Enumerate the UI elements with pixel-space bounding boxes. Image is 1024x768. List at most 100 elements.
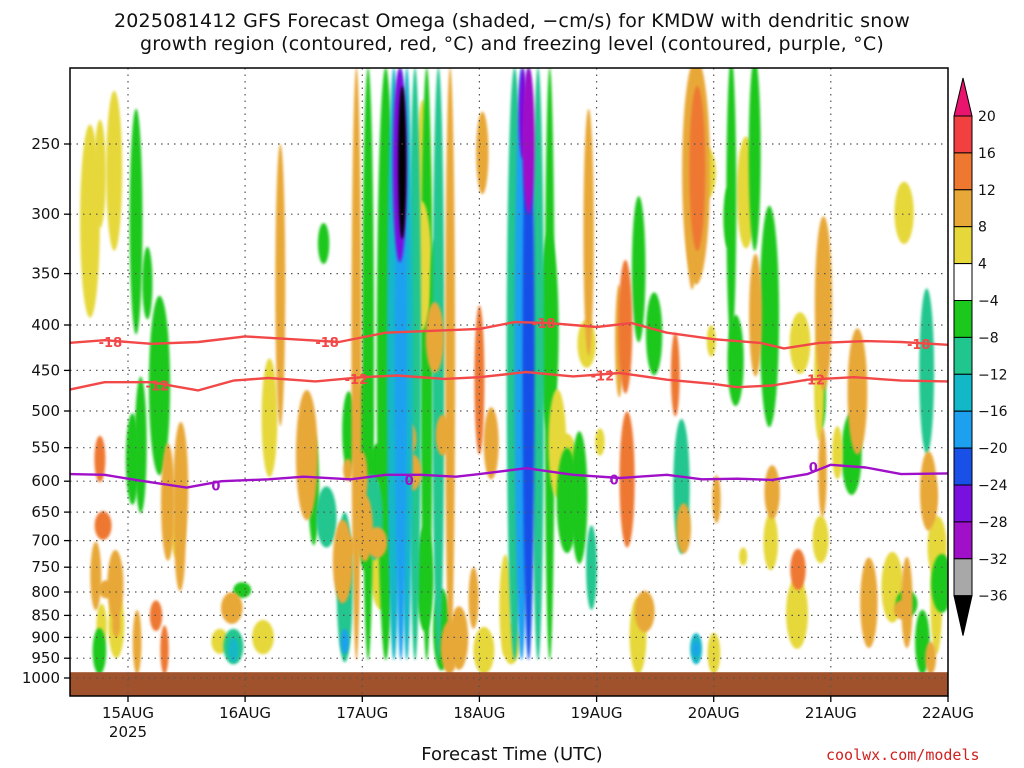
- omega-cell: [409, 68, 421, 661]
- omega-cell: [340, 628, 349, 655]
- omega-cell: [161, 443, 175, 561]
- y-tick-label: 500: [31, 402, 60, 420]
- colorbar-label: −20: [978, 441, 1008, 457]
- contour-lines: -18 -18 -18 -18 -12 -12 -12 -12 0 0 0 0: [70, 317, 948, 495]
- contour-label: -12: [802, 374, 826, 389]
- y-tick-label: 550: [31, 439, 60, 457]
- colorbar-segment: [953, 336, 973, 375]
- omega-cell: [931, 554, 948, 613]
- colorbar-segment: [953, 263, 973, 302]
- contour-line: [70, 320, 948, 350]
- omega-cell: [832, 426, 843, 480]
- omega-cell: [221, 592, 243, 624]
- omega-cell: [440, 621, 458, 675]
- y-tick-label: 700: [31, 532, 60, 550]
- colorbar-label: 16: [978, 146, 996, 162]
- omega-cell: [107, 550, 124, 620]
- chart-title-line-2: growth region (contoured, red, °C) and f…: [140, 33, 884, 55]
- colorbar-label: 4: [978, 257, 987, 273]
- omega-cell: [160, 625, 169, 675]
- omega-cell: [922, 469, 938, 525]
- colorbar-label: 12: [978, 183, 996, 199]
- omega-cell: [134, 376, 147, 514]
- omega-cell: [148, 295, 171, 476]
- omega-cell: [818, 427, 827, 518]
- colorbar-segment: [953, 115, 973, 154]
- x-tick-label: 20AUG: [688, 704, 740, 722]
- omega-cell: [112, 610, 121, 638]
- omega-cell: [142, 246, 153, 320]
- omega-cell: [425, 302, 444, 373]
- x-tick-label: 22AUG: [922, 704, 974, 722]
- x-tick-label: 16AUG: [219, 704, 271, 722]
- omega-cell: [106, 90, 123, 251]
- omega-cell: [556, 447, 578, 554]
- omega-cell: [748, 68, 761, 251]
- omega-cell: [618, 259, 633, 394]
- x-tick-label: 21AUG: [805, 704, 857, 722]
- y-tick-label: 450: [31, 361, 60, 379]
- contour-line: [70, 370, 948, 392]
- omega-cell: [812, 515, 829, 564]
- omega-cell: [583, 108, 594, 356]
- omega-cell: [631, 196, 646, 343]
- contour-line: [70, 463, 948, 489]
- colorbar-label: 8: [978, 220, 987, 236]
- omega-cell: [316, 486, 337, 548]
- omega-cell: [693, 641, 700, 657]
- omega-cell: [261, 358, 278, 478]
- omega-cell: [539, 232, 559, 431]
- contour-label: -12: [591, 370, 615, 385]
- omega-cell: [847, 328, 868, 455]
- contour-label: -12: [345, 373, 369, 388]
- omega-cell: [445, 68, 456, 661]
- omega-cell: [174, 488, 186, 591]
- colorbar-segment: [953, 226, 973, 265]
- colorbar: 20 16 12 8 4 −4 −8 −12 −16 −20 −24 −28 −32 −36: [953, 77, 1008, 636]
- y-tick-label: 750: [31, 558, 60, 576]
- y-tick-label: 350: [31, 265, 60, 283]
- contour-label: -18: [907, 338, 931, 353]
- y-tick-label: 250: [31, 135, 60, 153]
- omega-cell: [790, 548, 806, 591]
- contour-label: 0: [211, 480, 220, 495]
- omega-cell: [634, 590, 655, 633]
- omega-cell: [483, 407, 499, 480]
- omega-cell: [476, 111, 489, 195]
- omega-cell: [343, 458, 353, 482]
- omega-cell: [894, 181, 914, 244]
- y-tick-label: 850: [31, 606, 60, 624]
- omega-cell: [670, 332, 680, 417]
- omega-cell: [468, 567, 479, 629]
- x-axis-label: Forecast Time (UTC): [421, 744, 603, 765]
- site-credit: coolwx.com/models: [826, 746, 980, 764]
- x-tick-label: 18AUG: [453, 704, 505, 722]
- x-tick-label: 15AUG: [102, 704, 154, 722]
- below-ground-surface: [70, 672, 948, 696]
- omega-cell: [763, 513, 778, 571]
- omega-shading: [80, 68, 948, 675]
- omega-cell: [228, 637, 239, 663]
- omega-cell: [619, 411, 635, 548]
- omega-cell: [676, 503, 691, 554]
- y-tick-label: 1000: [22, 669, 60, 687]
- omega-cell: [94, 511, 112, 540]
- colorbar-bottom-arrow: [953, 595, 973, 636]
- omega-cell: [789, 312, 811, 374]
- contour-label: -18: [532, 317, 556, 332]
- y-tick-label: 800: [31, 583, 60, 601]
- colorbar-label: −8: [978, 330, 999, 346]
- omega-cell: [129, 108, 143, 335]
- x-tick-label: 17AUG: [336, 704, 388, 722]
- omega-cell: [764, 465, 780, 519]
- omega-cell: [786, 577, 808, 649]
- omega-cell: [343, 535, 355, 557]
- colorbar-label: −32: [978, 552, 1008, 568]
- omega-cell: [860, 557, 878, 648]
- colorbar-label: −4: [978, 294, 999, 310]
- omega-cell: [92, 627, 107, 675]
- y-tick-label: 900: [31, 628, 60, 646]
- contour-label: 0: [405, 474, 414, 489]
- omega-cell: [749, 253, 762, 377]
